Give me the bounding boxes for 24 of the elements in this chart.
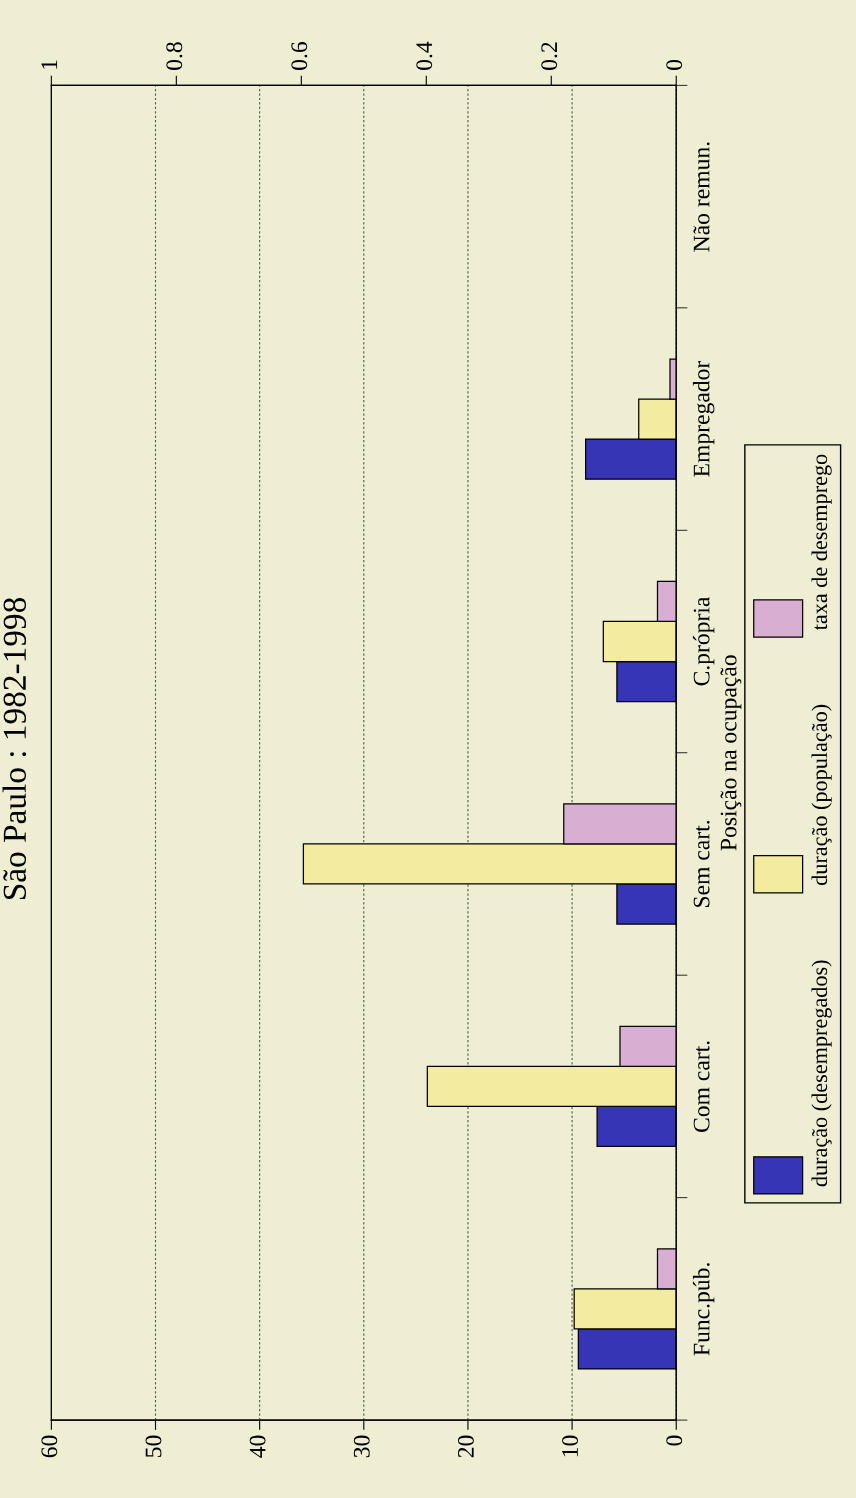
text: taxa de desemprego — [811, 454, 832, 631]
text: duração (população) — [811, 704, 832, 886]
x-tick-label: 40 — [249, 1435, 266, 1458]
x2-tick-label: 0.2 — [541, 42, 558, 70]
x2-tick-label: 0.8 — [166, 42, 183, 70]
x-tick-label: 60 — [41, 1435, 58, 1458]
x2-tick-label: 0 — [666, 59, 683, 70]
y-tick-label: C.própria — [692, 596, 715, 686]
x2-tick-label: 1 — [41, 60, 58, 69]
x-tick-label: 30 — [353, 1435, 370, 1458]
y-tick-label: Empregador — [692, 360, 715, 477]
x-tick-label: 20 — [457, 1435, 474, 1458]
x-tick-label: 0 — [666, 1435, 683, 1446]
x2-tick-label: 0.4 — [416, 41, 433, 70]
text: São Paulo : 1982-1998 — [2, 597, 27, 900]
x2-tick-label: 0.6 — [291, 41, 308, 70]
x-tick-label: 10 — [562, 1435, 578, 1457]
text: duração (desempregados) — [811, 960, 832, 1187]
x-tick-label: 50 — [145, 1435, 162, 1457]
y-axis-title: Posição na ocupação — [720, 655, 742, 851]
y-tick-label: Não remun. — [693, 142, 710, 252]
y-tick-label: Sem cart. — [693, 820, 710, 907]
y-tick-label: Func.púb. — [692, 1263, 715, 1356]
y-tick-label: Com cart. — [693, 1041, 710, 1133]
